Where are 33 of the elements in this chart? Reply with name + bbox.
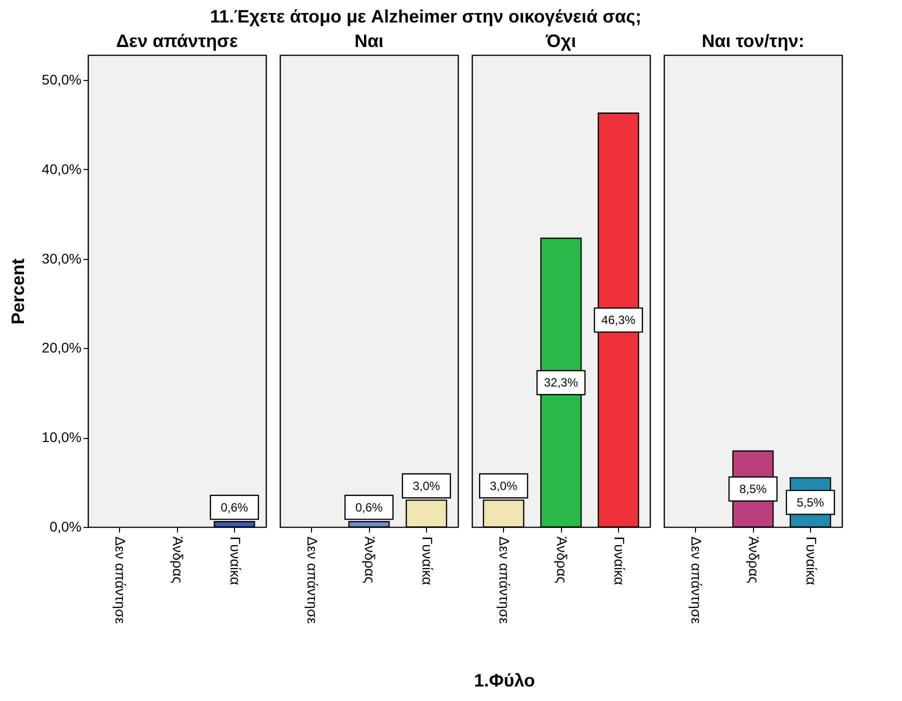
y-tick-label: 0,0%: [50, 518, 82, 534]
x-axis-title: 1.Φύλο: [474, 670, 536, 690]
chart-title: Ναι τον/την:: [702, 31, 804, 51]
data-label: 3,0%: [412, 478, 440, 493]
x-tick-label: Δεν απάντησε: [496, 536, 513, 624]
data-label: 0,6%: [220, 500, 248, 514]
y-tick-label: 20,0%: [42, 340, 82, 356]
x-tick-label: Γυναίκα: [419, 536, 436, 585]
x-tick-label: Άνδρας: [554, 536, 570, 584]
data-label: 46,3%: [601, 313, 636, 328]
x-tick-label: Άνδρας: [746, 536, 762, 584]
data-label: 0,6%: [355, 500, 383, 514]
x-tick-label: Δεν απάντησε: [688, 536, 705, 624]
x-tick-label: Γυναίκα: [803, 536, 820, 585]
y-tick-label: 50,0%: [42, 72, 82, 88]
chart-title: Ναι: [354, 31, 384, 51]
x-tick-label: Δεν απάντησε: [112, 536, 129, 624]
y-tick-label: 30,0%: [42, 250, 82, 266]
data-label: 5,5%: [796, 495, 824, 510]
chart-title: Δεν απάντησε: [116, 31, 238, 51]
x-tick-label: Γυναίκα: [611, 536, 628, 585]
text: 11.Έχετε άτομο με Alzheimer στην οικογένειά σας;: [210, 6, 642, 26]
y-axis-title: Percent: [8, 258, 28, 325]
data-label: 8,5%: [739, 482, 767, 496]
x-tick-label: Δεν απάντησε: [304, 536, 321, 624]
x-tick-label: Άνδρας: [362, 536, 378, 584]
x-tick-label: Γυναίκα: [227, 536, 244, 585]
y-tick-label: 10,0%: [42, 429, 82, 446]
data-label: 3,0%: [490, 478, 518, 493]
chart-title: Όχι: [544, 31, 576, 51]
data-label: 32,3%: [544, 376, 578, 390]
y-tick-label: 40,0%: [42, 160, 82, 177]
x-tick-label: Άνδρας: [170, 536, 186, 584]
